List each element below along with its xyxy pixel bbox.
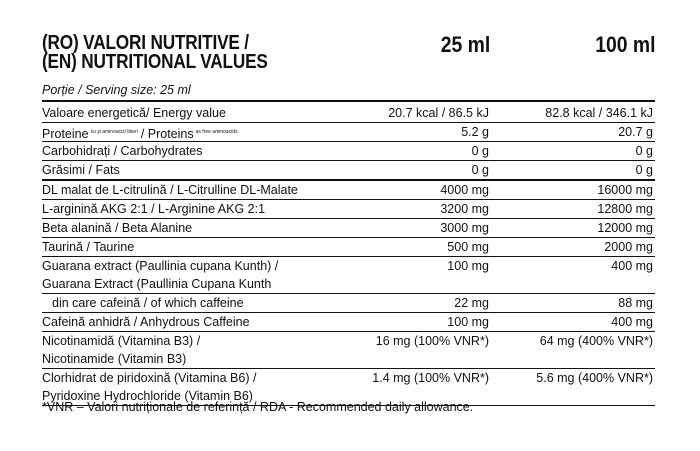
row-label: Valoare energetică/ Energy value xyxy=(42,104,226,122)
value-25ml: 3200 mg xyxy=(440,201,489,216)
value-25ml: 16 mg (100% VNR*) xyxy=(375,333,489,348)
row-label: Carbohidrați / Carbohydrates xyxy=(42,142,203,160)
label-line: Clorhidrat de piridoxină (Vitamina B6) / xyxy=(42,370,257,385)
row-label: Clorhidrat de piridoxină (Vitamina B6) /… xyxy=(42,369,256,405)
label-line: Beta alanină / Beta Alanine xyxy=(42,220,193,235)
label-line: din care cafeină / of which caffeine xyxy=(52,295,244,310)
table-row: Valoare energetică/ Energy value 20.7 kca… xyxy=(42,104,655,122)
label-line: Taurină / Taurine xyxy=(42,239,135,254)
value-100ml: 12800 mg xyxy=(597,201,653,216)
row-rule xyxy=(42,160,655,161)
table-row: Cafeină anhidră / Anhydrous Caffeine 100 … xyxy=(42,313,655,331)
row-rule xyxy=(42,255,655,257)
row-label: Cafeină anhidră / Anhydrous Caffeine xyxy=(42,313,250,331)
label-line: Valoare energetică/ Energy value xyxy=(42,106,226,120)
superscript: as free aminoacids xyxy=(195,129,238,135)
value-100ml: 400 mg xyxy=(611,258,653,273)
label-text: Proteine xyxy=(42,127,89,141)
row-rule xyxy=(42,179,655,181)
value-25ml: 0 g xyxy=(471,144,489,158)
row-rule xyxy=(42,217,655,219)
label-line: Pyridoxine Hydrochloride (Vitamin B6) xyxy=(42,388,253,403)
value-100ml: 2000 mg xyxy=(604,239,653,254)
table-row: L-arginină AKG 2:1 / L-Arginine AKG 2:1 3… xyxy=(42,200,655,218)
row-label: Grăsimi / Fats xyxy=(42,161,120,179)
value-100ml: 20.7 g xyxy=(618,125,653,139)
label-line: DL malat de L-citrulină / L-Citrulline D… xyxy=(42,182,298,197)
value-25ml: 100 mg xyxy=(447,258,489,273)
row-rule xyxy=(42,141,655,142)
table-row: Grăsimi / Fats 0 g 0 g xyxy=(42,161,655,179)
value-25ml: 22 mg xyxy=(454,295,489,310)
superscript: cu și aminoacizi liberi xyxy=(90,129,138,135)
value-100ml: 12000 mg xyxy=(597,220,653,235)
label-line: L-arginină AKG 2:1 / L-Arginine AKG 2:1 xyxy=(42,201,266,216)
row-label: DL malat de L-citrulină / L-Citrulline D… xyxy=(42,181,298,199)
label-line: Guarana Extract (Paullinia Cupana Kunth xyxy=(42,276,272,291)
row-rule xyxy=(42,311,655,313)
label-line: Carbohidrați / Carbohydrates xyxy=(42,144,203,158)
label-line: Grăsimi / Fats xyxy=(42,163,120,177)
value-100ml: 5.6 mg (400% VNR*) xyxy=(536,370,653,385)
value-25ml: 100 mg xyxy=(447,314,489,329)
row-label: Taurină / Taurine xyxy=(42,238,134,256)
row-rule xyxy=(42,367,655,369)
row-label: Proteine cu și aminoacizi liberi / Protein… xyxy=(42,123,241,143)
table-row: Guarana extract (Paullinia cupana Kunth)… xyxy=(42,257,655,293)
row-label: Beta alanină / Beta Alanine xyxy=(42,219,192,237)
column-header: 100 ml xyxy=(594,32,655,57)
label-line: Nicotinamide (Vitamin B3) xyxy=(42,351,187,366)
table-row: Nicotinamidă (Vitamina B3) / Nicotinamide… xyxy=(42,332,655,368)
value-25ml: 0 g xyxy=(471,163,489,177)
row-label: Nicotinamidă (Vitamina B3) / Nicotinamide… xyxy=(42,332,200,368)
label-line: Cafeină anhidră / Anhydrous Caffeine xyxy=(42,314,250,329)
value-100ml: 88 mg xyxy=(618,295,653,310)
label-line: Guarana extract (Paullinia cupana Kunth)… xyxy=(42,258,279,273)
row-label: din care cafeină / of which caffeine xyxy=(52,294,244,312)
row-rule xyxy=(42,330,655,332)
row-rule xyxy=(42,292,655,294)
rule xyxy=(42,100,655,102)
value-25ml: 500 mg xyxy=(447,239,489,254)
table-row: Clorhidrat de piridoxină (Vitamina B6) /… xyxy=(42,369,655,405)
value-100ml: 16000 mg xyxy=(597,182,653,197)
title-line: (EN) NUTRITIONAL VALUES xyxy=(42,51,268,73)
value-25ml: 1.4 mg (100% VNR*) xyxy=(372,370,489,385)
value-25ml: 5.2 g xyxy=(461,125,489,139)
table-row: Carbohidrați / Carbohydrates 0 g 0 g xyxy=(42,142,655,160)
table-row: Proteine cu și aminoacizi liberi / Protein… xyxy=(42,123,655,141)
column-header: 25 ml xyxy=(440,32,490,57)
row-rule xyxy=(42,236,655,238)
serving-size: Porție / Serving size: 25 ml xyxy=(42,83,191,97)
row-label: L-arginină AKG 2:1 / L-Arginine AKG 2:1 xyxy=(42,200,265,218)
row-rule xyxy=(42,122,655,123)
row-rule xyxy=(42,404,655,406)
label-text: / Proteins xyxy=(140,127,194,141)
label-line: Nicotinamidă (Vitamina B3) / xyxy=(42,333,201,348)
value-25ml: 4000 mg xyxy=(440,182,489,197)
row-rule xyxy=(42,198,655,200)
table-row: Taurină / Taurine 500 mg 2000 mg xyxy=(42,238,655,256)
value-100ml: 400 mg xyxy=(611,314,653,329)
table-row: Beta alanină / Beta Alanine 3000 mg 12000 … xyxy=(42,219,655,237)
row-label: Guarana extract (Paullinia cupana Kunth)… xyxy=(42,257,278,293)
footnote: *VNR – Valori nutriționale de referință … xyxy=(42,400,474,414)
title-line: (RO) VALORI NUTRITIVE / xyxy=(42,32,249,54)
value-100ml: 64 mg (400% VNR*) xyxy=(539,333,653,348)
value-25ml: 3000 mg xyxy=(440,220,489,235)
table-row: din care cafeină / of which caffeine 22 m… xyxy=(42,294,655,312)
table-row: DL malat de L-citrulină / L-Citrulline D… xyxy=(42,181,655,199)
value-100ml: 0 g xyxy=(635,163,653,177)
value-25ml: 20.7 kcal / 86.5 kJ xyxy=(388,106,489,120)
value-100ml: 82.8 kcal / 346.1 kJ xyxy=(545,106,653,120)
value-100ml: 0 g xyxy=(635,144,653,158)
